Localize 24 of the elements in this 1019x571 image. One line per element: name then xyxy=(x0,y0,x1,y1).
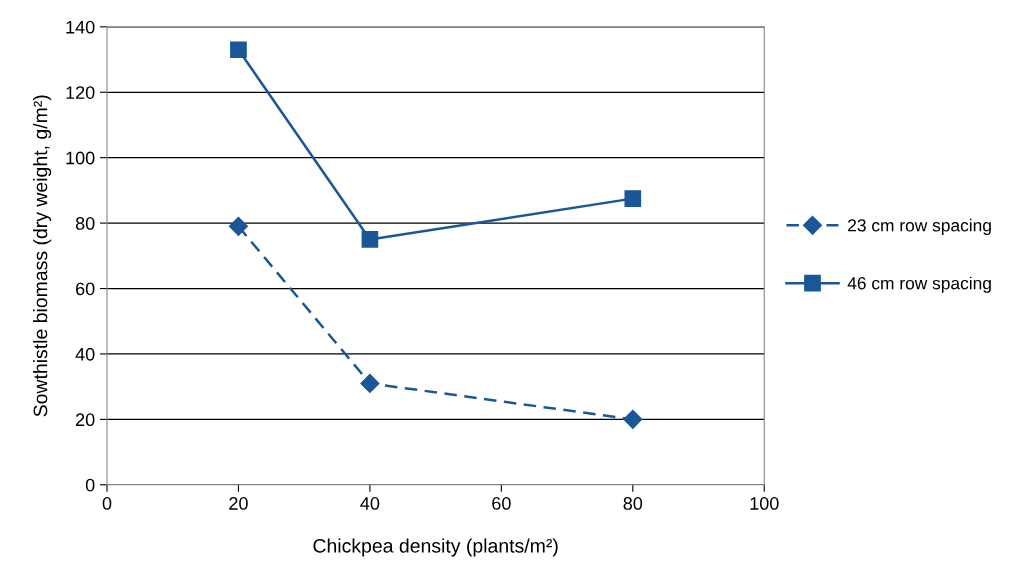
y-tick-label: 60 xyxy=(76,282,95,296)
point xyxy=(623,409,643,429)
x-tick-label: 20 xyxy=(229,497,248,510)
point xyxy=(230,41,247,59)
y-tick-label: 120 xyxy=(66,86,95,99)
x-tick-label: 60 xyxy=(492,497,511,510)
x-tick-label: 80 xyxy=(623,497,643,510)
point xyxy=(361,231,379,248)
point xyxy=(360,373,380,393)
y-tick-label: 40 xyxy=(75,347,95,361)
legend-label: 23 cm row spacing xyxy=(848,218,991,235)
point xyxy=(228,216,248,236)
y-tick-label: 140 xyxy=(66,20,95,34)
legend-label: 46 cm row spacing xyxy=(847,276,991,293)
y-tick-label: 0 xyxy=(85,478,95,492)
x-tick-label: 40 xyxy=(360,497,380,510)
y-tick-label: 20 xyxy=(76,413,95,427)
y-tick-label: 80 xyxy=(75,217,95,230)
y-tick-label: 100 xyxy=(66,151,95,165)
x-axis-title: Chickpea density (plants/m²) xyxy=(313,538,558,557)
y-axis-title: Sowthistle biomass (dry weight, g/m²) xyxy=(33,95,52,417)
point xyxy=(624,190,642,207)
x-tick-label: 100 xyxy=(750,497,779,510)
x-tick-label: 0 xyxy=(102,497,112,510)
